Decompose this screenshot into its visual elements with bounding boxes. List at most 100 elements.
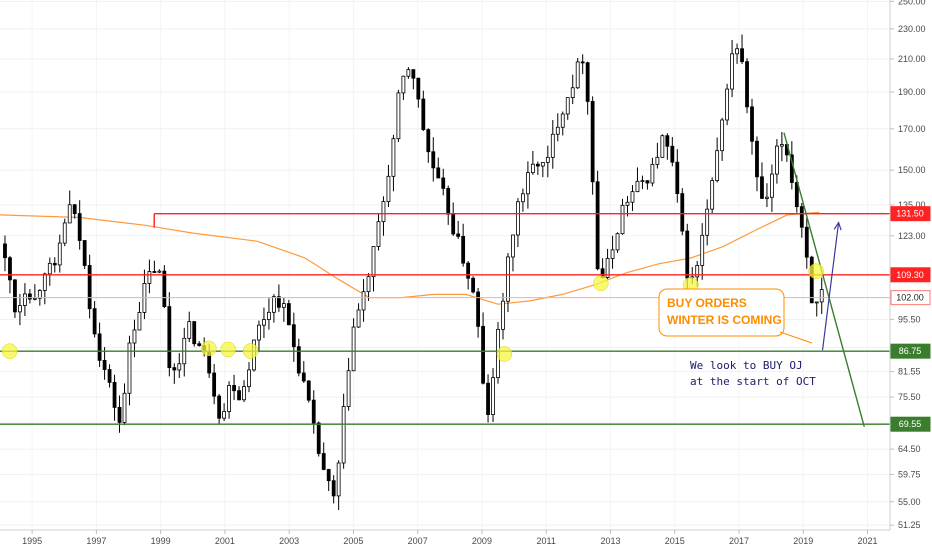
candle-body (595, 181, 600, 270)
candle-body (102, 359, 107, 370)
x-tick-label: 2001 (215, 536, 235, 546)
y-tick-label: 81.55 (898, 367, 921, 377)
candle-body (262, 319, 266, 326)
candle-body (356, 309, 361, 328)
x-tick-label: 2003 (279, 536, 299, 546)
candle-body (267, 311, 271, 320)
candle-body (187, 321, 192, 339)
candle-body (306, 380, 311, 401)
candle-body (192, 321, 197, 345)
candle-body (720, 119, 725, 152)
level-price-tag-label: 109.30 (896, 270, 924, 280)
candle-body (326, 469, 331, 482)
x-tick-label: 1997 (86, 536, 106, 546)
moving-average-line (0, 211, 820, 305)
candle-body (511, 234, 515, 258)
level-price-tag-label: 131.50 (896, 209, 924, 219)
forecast-arrow-head (833, 221, 842, 231)
y-tick-label: 51.25 (898, 520, 921, 530)
candle-body (740, 48, 744, 63)
candle-body (735, 48, 739, 55)
candle-body (610, 249, 615, 259)
candle-body (411, 69, 416, 79)
candle-body (570, 87, 575, 99)
candle-body (755, 140, 759, 178)
candle-body (530, 163, 535, 174)
candle-body (366, 276, 371, 293)
candle-body (167, 306, 172, 369)
candle-body (291, 324, 296, 348)
forecast-arrow-shaft (821, 222, 840, 351)
candle-body (670, 145, 675, 163)
winter-is-coming-label: WINTER IS COMING (667, 313, 782, 327)
level-price-tag-label: 102.00 (896, 293, 924, 303)
candle-body (521, 193, 525, 203)
candle-body (232, 385, 236, 392)
candle-body (27, 293, 32, 300)
candle-body (222, 411, 227, 419)
level-price-tag (890, 206, 931, 222)
y-tick-label: 59.75 (898, 469, 921, 479)
candle-body (401, 75, 406, 94)
candle-body (18, 305, 22, 313)
candle-body (172, 367, 177, 371)
candles-layer (3, 34, 824, 511)
candle-body (137, 312, 142, 331)
candle-body (336, 462, 341, 497)
x-tick-label: 2015 (665, 536, 685, 546)
candle-body (575, 61, 580, 89)
candle-body (217, 395, 222, 419)
highlight-dot (201, 340, 217, 357)
y-tick-label: 75.50 (898, 392, 921, 402)
candle-body (132, 329, 137, 344)
candle-body (346, 370, 351, 407)
candle-body (281, 303, 286, 308)
candle-body (745, 61, 749, 108)
level-price-tag-label: 69.55 (899, 419, 922, 429)
candle-body (177, 363, 182, 371)
candle-body (97, 333, 102, 361)
candle-body (779, 144, 784, 147)
candle-body (710, 180, 715, 210)
candle-body (87, 265, 92, 310)
candle-body (8, 257, 12, 281)
candle-body (152, 271, 157, 273)
candle-body (775, 145, 779, 175)
candle-body (162, 270, 167, 307)
candle-body (351, 326, 356, 372)
x-tick-label: 1999 (151, 536, 171, 546)
candle-body (585, 62, 590, 102)
candle-body (476, 291, 480, 327)
candle-body (237, 390, 241, 401)
candle-body (799, 206, 804, 228)
y-tick-label: 210.00 (898, 54, 926, 64)
x-tick-label: 1995 (22, 536, 42, 546)
candle-body (272, 296, 276, 313)
candle-body (127, 342, 132, 394)
candle-body (685, 230, 690, 279)
candle-body (396, 92, 401, 140)
candle-body (67, 204, 72, 224)
candle-body (72, 204, 77, 215)
candle-body (311, 399, 316, 424)
candle-body (212, 372, 217, 397)
y-tick-label: 170.00 (898, 124, 926, 134)
candle-body (705, 208, 710, 236)
x-tick-labels: 1995 1997 1999 2001 2003 2005 2007 2009 2011 2013… (22, 530, 878, 546)
candle-body (242, 386, 246, 401)
candle-body (197, 343, 202, 346)
candle-body (555, 126, 560, 135)
candle-body (560, 113, 565, 128)
y-tick-label: 95.50 (898, 314, 921, 324)
candle-body (695, 265, 700, 278)
candle-body (82, 240, 87, 266)
candle-body (715, 150, 720, 181)
candle-body (257, 324, 261, 341)
candle-body (247, 369, 251, 387)
candle-body (590, 101, 595, 183)
candle-body (660, 135, 665, 158)
x-tick-label: 2019 (793, 536, 813, 546)
candle-body (481, 325, 485, 384)
highlight-dot (242, 343, 259, 359)
y-tick-label: 64.50 (898, 444, 921, 454)
